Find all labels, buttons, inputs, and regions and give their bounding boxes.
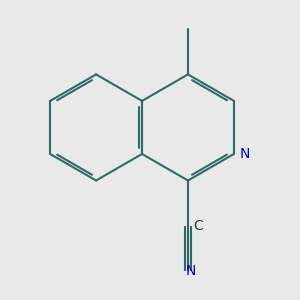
Text: C: C: [193, 219, 203, 232]
Text: N: N: [185, 264, 196, 278]
Text: N: N: [239, 147, 250, 161]
